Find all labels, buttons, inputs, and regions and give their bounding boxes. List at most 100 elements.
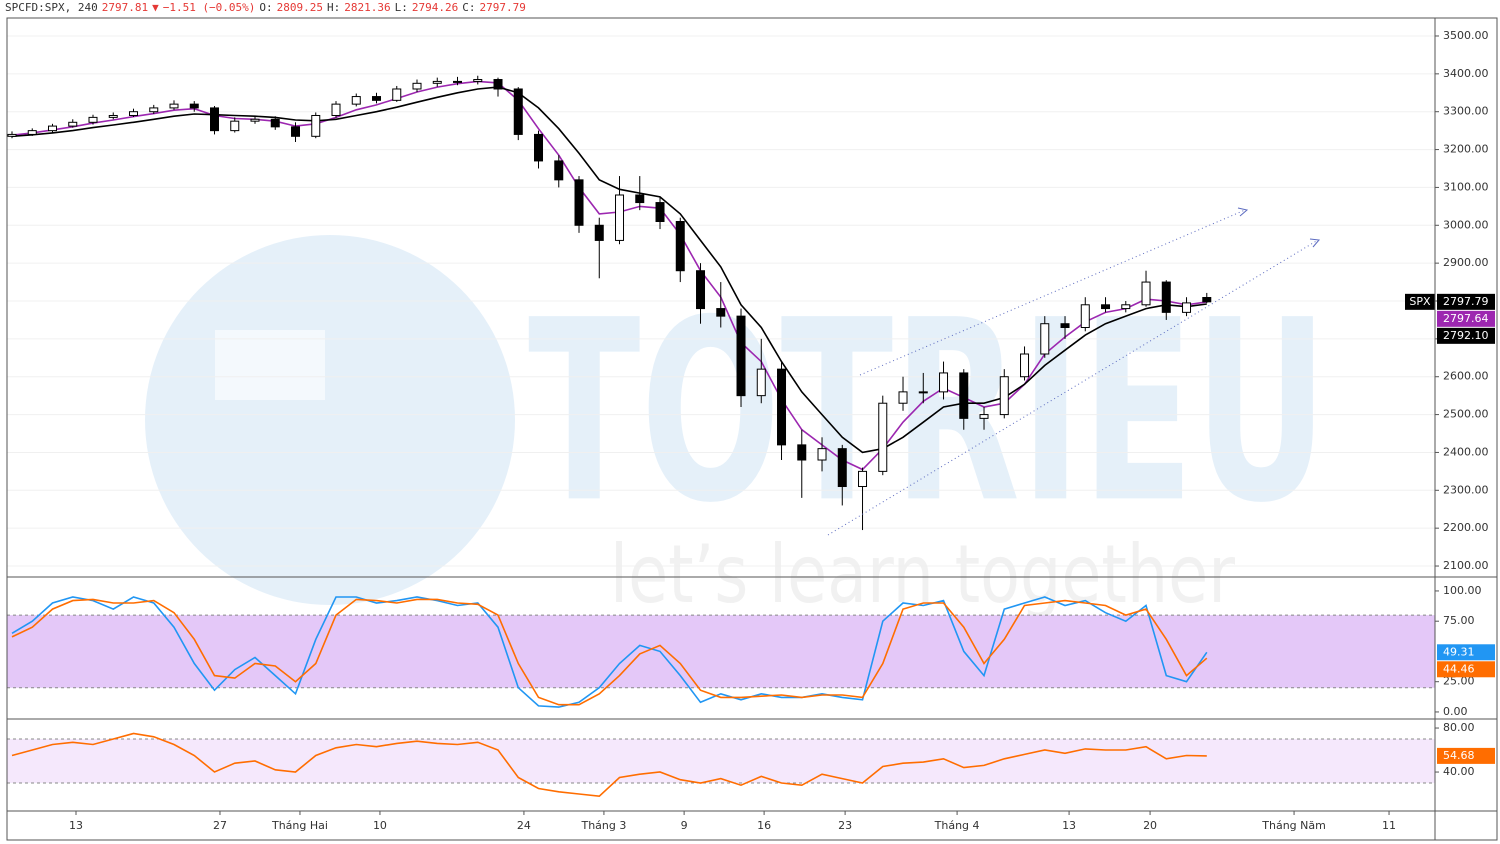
- candle-body: [331, 103, 341, 116]
- candle-body: [230, 120, 240, 132]
- price-tag-label: 2797.64: [1443, 312, 1489, 325]
- candle-body: [412, 82, 422, 90]
- y-tick-label: 40.00: [1443, 765, 1475, 778]
- candle-body: [1040, 323, 1050, 355]
- candle-body: [999, 376, 1009, 416]
- candle-body: [979, 414, 989, 419]
- candle-body: [777, 368, 787, 446]
- candle-body: [7, 133, 17, 137]
- x-tick-label: 23: [838, 819, 852, 832]
- candle-body: [615, 194, 625, 241]
- header-item: ▼: [152, 1, 159, 14]
- header-item: −1.51 (−0.05%): [163, 1, 256, 14]
- x-tick-label: 27: [213, 819, 227, 832]
- plots: 2100.00 2200.00 2300.00 2400.00 2500.00 2600.…: [7, 29, 1495, 832]
- candle-body: [594, 224, 604, 241]
- candle-body: [817, 448, 827, 461]
- candle-body: [756, 368, 766, 397]
- band: [7, 739, 1435, 784]
- header-item: 2794.26: [412, 1, 458, 14]
- watermark-slogan: let’s learn together: [610, 528, 1235, 621]
- y-tick-label: 75.00: [1443, 614, 1475, 627]
- candle-body: [149, 107, 159, 113]
- candle-body: [837, 448, 847, 488]
- candle-body: [1182, 302, 1192, 313]
- frame: [6, 17, 1498, 841]
- header-item: 2809.25: [277, 1, 323, 14]
- candle-body: [1060, 323, 1070, 329]
- y-tick-label: 0.00: [1443, 705, 1468, 718]
- candle-body: [210, 107, 220, 132]
- candle-body: [1101, 304, 1111, 310]
- x-tick-label: 13: [69, 819, 83, 832]
- watermark-brand: TOTRIEU: [528, 266, 1328, 557]
- candle-body: [27, 130, 37, 135]
- candle-body: [372, 96, 382, 101]
- y-tick-label: 3300.00: [1443, 105, 1489, 118]
- x-tick-label: 10: [373, 819, 387, 832]
- candle-body: [48, 125, 58, 132]
- price-tag-label: 54.68: [1443, 749, 1475, 762]
- candle-body: [250, 118, 260, 122]
- candle-body: [918, 391, 928, 394]
- y-tick-label: 2100.00: [1443, 559, 1489, 572]
- candle-body: [716, 308, 726, 317]
- candle-body: [939, 372, 949, 393]
- candle-body: [68, 121, 78, 127]
- indicator-line: [11, 596, 1208, 708]
- header-item: 2797.81: [102, 1, 148, 14]
- y-tick-label: 2300.00: [1443, 483, 1489, 496]
- candle-body: [311, 114, 321, 137]
- candle-body: [696, 270, 706, 310]
- x-tick-label: 24: [517, 819, 531, 832]
- candle-body: [291, 126, 301, 137]
- symbol-tag-label: SPX: [1409, 295, 1431, 308]
- price-tag: [1437, 661, 1495, 678]
- x-tick-label: Tháng Năm: [1261, 819, 1326, 832]
- x-tick-label: 9: [681, 819, 688, 832]
- price-tag-label: 2797.79: [1443, 295, 1489, 308]
- candle-body: [878, 402, 888, 472]
- candle-body: [959, 372, 969, 419]
- price-tag: [1437, 747, 1495, 764]
- header-item: L:: [395, 1, 408, 14]
- candle-body: [513, 88, 523, 135]
- watermark-logo: [145, 235, 515, 605]
- header-item: O:: [259, 1, 272, 14]
- symbol-tag: [1405, 293, 1435, 310]
- header-item: 2797.79: [480, 1, 526, 14]
- candle-body: [453, 80, 463, 83]
- candle-body: [129, 111, 139, 116]
- header-item: H:: [327, 1, 340, 14]
- candle-body: [1121, 304, 1131, 310]
- indicator-line: [11, 732, 1207, 798]
- y-tick-label: 3100.00: [1443, 180, 1489, 193]
- watermark-logo-cut: [215, 330, 325, 400]
- candle-body: [898, 391, 908, 404]
- header-item: C:: [462, 1, 475, 14]
- price-tag-label: 44.46: [1443, 662, 1475, 675]
- candle-body: [858, 470, 868, 488]
- header-item: 2821.36: [344, 1, 390, 14]
- y-tick-label: 2500.00: [1443, 408, 1489, 421]
- candle-body: [655, 202, 665, 222]
- channel-arrow: [1237, 207, 1249, 217]
- y-tick-label: 2600.00: [1443, 370, 1489, 383]
- candle-body: [554, 160, 564, 181]
- price-tag: [1437, 293, 1495, 310]
- candle-body: [351, 96, 361, 105]
- candle-body: [270, 118, 280, 128]
- candle-body: [1161, 281, 1171, 313]
- price-tag: [1437, 644, 1495, 661]
- candle-body: [1141, 281, 1151, 306]
- x-tick-label: Tháng 4: [934, 819, 980, 832]
- candle-body: [534, 133, 544, 162]
- watermark: TOTRIEU let’s learn together: [145, 235, 1328, 621]
- candle-body: [493, 79, 503, 90]
- candle-body: [169, 103, 179, 109]
- candle-body: [88, 116, 98, 123]
- price-tag: [1437, 310, 1495, 327]
- candle-body: [392, 88, 402, 101]
- y-tick-label: 3200.00: [1443, 143, 1489, 156]
- band: [7, 615, 1435, 688]
